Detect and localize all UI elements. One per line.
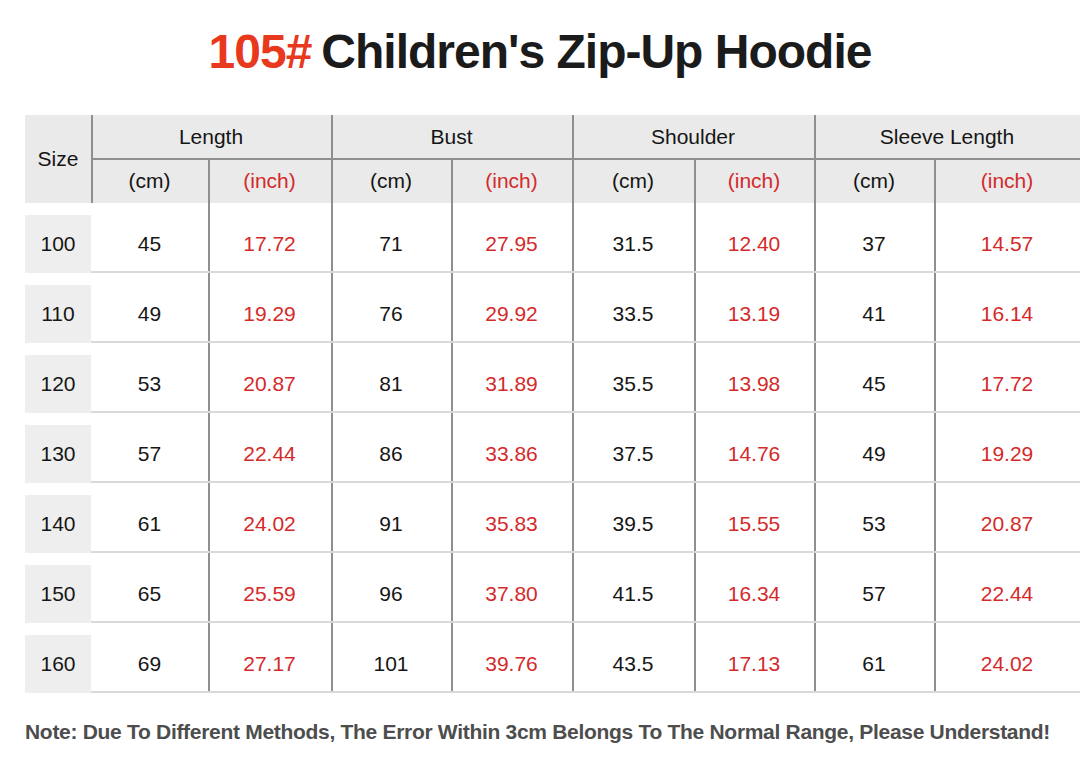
- table-row: 1506525.599637.8041.516.345722.44: [25, 553, 1080, 623]
- inch-value-cell: 19.29: [934, 425, 1080, 483]
- column-group-bust: Bust: [331, 115, 572, 159]
- column-group-sleeve-length: Sleeve Length: [814, 115, 1080, 159]
- cm-value-cell: 69: [91, 635, 208, 693]
- inch-value-cell: 13.98: [694, 355, 814, 413]
- cm-value-cell: 61: [91, 495, 208, 553]
- inch-value-cell: 27.17: [208, 635, 331, 693]
- inch-value-cell: 20.87: [934, 495, 1080, 553]
- inch-value-cell: 12.40: [694, 215, 814, 273]
- size-cell: 110: [25, 285, 91, 343]
- inch-value-cell: 17.72: [934, 355, 1080, 413]
- cm-value-cell: 91: [331, 495, 451, 553]
- page-title: 105#Children's Zip-Up Hoodie: [0, 24, 1080, 79]
- inch-value-cell: 22.44: [208, 425, 331, 483]
- note-text: Note: Due To Different Methods, The Erro…: [25, 720, 1050, 744]
- cm-value-cell: 61: [814, 635, 934, 693]
- unit-header-inch: (inch): [451, 159, 572, 203]
- cm-value-cell: 86: [331, 425, 451, 483]
- cm-value-cell: 45: [91, 215, 208, 273]
- table-row: 1406124.029135.8339.515.555320.87: [25, 483, 1080, 553]
- inch-value-cell: 16.14: [934, 285, 1080, 343]
- cm-value-cell: 76: [331, 285, 451, 343]
- cm-value-cell: 49: [91, 285, 208, 343]
- table-header: Size Length Bust Shoulder Sleeve Length …: [25, 115, 1080, 203]
- inch-value-cell: 15.55: [694, 495, 814, 553]
- table-body: 1004517.727127.9531.512.403714.571104919…: [25, 203, 1080, 693]
- size-cell: 140: [25, 495, 91, 553]
- cm-value-cell: 57: [814, 565, 934, 623]
- size-cell: 100: [25, 215, 91, 273]
- product-code: 105#: [209, 25, 312, 78]
- inch-value-cell: 29.92: [451, 285, 572, 343]
- table-row: 1606927.1710139.7643.517.136124.02: [25, 623, 1080, 693]
- cm-value-cell: 53: [814, 495, 934, 553]
- size-cell: 160: [25, 635, 91, 693]
- product-name: Children's Zip-Up Hoodie: [321, 25, 871, 78]
- unit-header-cm: (cm): [814, 159, 934, 203]
- size-cell: 150: [25, 565, 91, 623]
- cm-value-cell: 45: [814, 355, 934, 413]
- cm-value-cell: 65: [91, 565, 208, 623]
- unit-header-cm: (cm): [331, 159, 451, 203]
- cm-value-cell: 43.5: [572, 635, 694, 693]
- cm-value-cell: 33.5: [572, 285, 694, 343]
- inch-value-cell: 16.34: [694, 565, 814, 623]
- table-row: 1205320.878131.8935.513.984517.72: [25, 343, 1080, 413]
- size-cell: 120: [25, 355, 91, 413]
- size-table: Size Length Bust Shoulder Sleeve Length …: [25, 115, 1080, 693]
- cm-value-cell: 49: [814, 425, 934, 483]
- cm-value-cell: 71: [331, 215, 451, 273]
- size-cell: 130: [25, 425, 91, 483]
- unit-header-inch: (inch): [694, 159, 814, 203]
- inch-value-cell: 27.95: [451, 215, 572, 273]
- cm-value-cell: 37: [814, 215, 934, 273]
- inch-value-cell: 35.83: [451, 495, 572, 553]
- inch-value-cell: 24.02: [208, 495, 331, 553]
- cm-value-cell: 41.5: [572, 565, 694, 623]
- inch-value-cell: 31.89: [451, 355, 572, 413]
- inch-value-cell: 17.72: [208, 215, 331, 273]
- column-group-length: Length: [91, 115, 331, 159]
- inch-value-cell: 39.76: [451, 635, 572, 693]
- unit-header-cm: (cm): [91, 159, 208, 203]
- cm-value-cell: 96: [331, 565, 451, 623]
- unit-header-inch: (inch): [208, 159, 331, 203]
- inch-value-cell: 17.13: [694, 635, 814, 693]
- table-row: 1004517.727127.9531.512.403714.57: [25, 203, 1080, 273]
- inch-value-cell: 19.29: [208, 285, 331, 343]
- cm-value-cell: 57: [91, 425, 208, 483]
- inch-value-cell: 33.86: [451, 425, 572, 483]
- inch-value-cell: 37.80: [451, 565, 572, 623]
- inch-value-cell: 22.44: [934, 565, 1080, 623]
- column-header-size: Size: [25, 115, 91, 203]
- inch-value-cell: 24.02: [934, 635, 1080, 693]
- cm-value-cell: 37.5: [572, 425, 694, 483]
- inch-value-cell: 14.76: [694, 425, 814, 483]
- cm-value-cell: 81: [331, 355, 451, 413]
- table-row: 1305722.448633.8637.514.764919.29: [25, 413, 1080, 483]
- cm-value-cell: 39.5: [572, 495, 694, 553]
- inch-value-cell: 20.87: [208, 355, 331, 413]
- inch-value-cell: 25.59: [208, 565, 331, 623]
- cm-value-cell: 41: [814, 285, 934, 343]
- unit-header-inch: (inch): [934, 159, 1080, 203]
- inch-value-cell: 13.19: [694, 285, 814, 343]
- inch-value-cell: 14.57: [934, 215, 1080, 273]
- cm-value-cell: 101: [331, 635, 451, 693]
- unit-header-cm: (cm): [572, 159, 694, 203]
- cm-value-cell: 31.5: [572, 215, 694, 273]
- column-group-shoulder: Shoulder: [572, 115, 814, 159]
- cm-value-cell: 53: [91, 355, 208, 413]
- cm-value-cell: 35.5: [572, 355, 694, 413]
- table-row: 1104919.297629.9233.513.194116.14: [25, 273, 1080, 343]
